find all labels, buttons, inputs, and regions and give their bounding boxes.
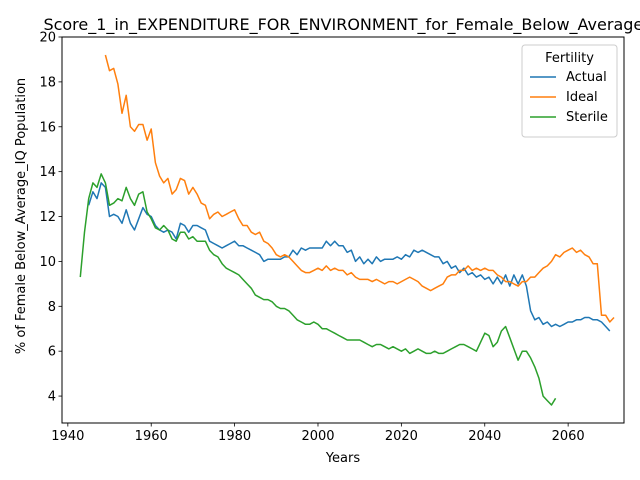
chart-title: Score_1_in_EXPENDITURE_FOR_ENVIRONMENT_f… (43, 15, 640, 35)
y-tick-label: 8 (48, 300, 56, 315)
legend-label-actual: Actual (566, 70, 607, 85)
legend-items: Actual Ideal Sterile (530, 70, 608, 125)
x-tick-label: 1960 (135, 429, 168, 444)
x-tick-label: 1940 (51, 429, 84, 444)
x-tick-label: 2000 (301, 429, 334, 444)
x-tick-label: 2020 (385, 429, 418, 444)
legend-title: Fertility (545, 51, 594, 66)
x-tick-label: 2040 (468, 429, 501, 444)
y-tick-label: 12 (39, 210, 56, 225)
series-line-sterile (79, 173, 557, 406)
legend: Fertility Actual Ideal Sterile (521, 44, 618, 138)
y-tick-label: 6 (48, 345, 56, 360)
series-line-ideal (104, 54, 615, 323)
legend-label-sterile: Sterile (566, 110, 608, 125)
y-tick-label: 16 (39, 120, 56, 135)
y-axis-label: % of Female Below_Average_IQ Population (14, 78, 29, 354)
plot-frame (61, 36, 625, 424)
y-tick-label: 14 (39, 165, 56, 180)
y-tick-label: 20 (39, 31, 56, 46)
series-line-actual (87, 182, 611, 332)
y-axis: 4 6 8 10 12 14 16 18 20 (39, 31, 62, 405)
x-tick-label: 2060 (552, 429, 585, 444)
y-tick-label: 10 (39, 255, 56, 270)
x-tick-label: 1980 (218, 429, 251, 444)
x-axis-label: Years (325, 451, 361, 466)
legend-label-ideal: Ideal (566, 90, 598, 105)
series-layer (79, 54, 615, 406)
y-tick-label: 4 (48, 390, 56, 405)
x-axis: 1940 1960 1980 2000 2020 2040 2060 (51, 423, 585, 444)
legend-box (521, 44, 618, 138)
y-tick-label: 18 (39, 75, 56, 90)
